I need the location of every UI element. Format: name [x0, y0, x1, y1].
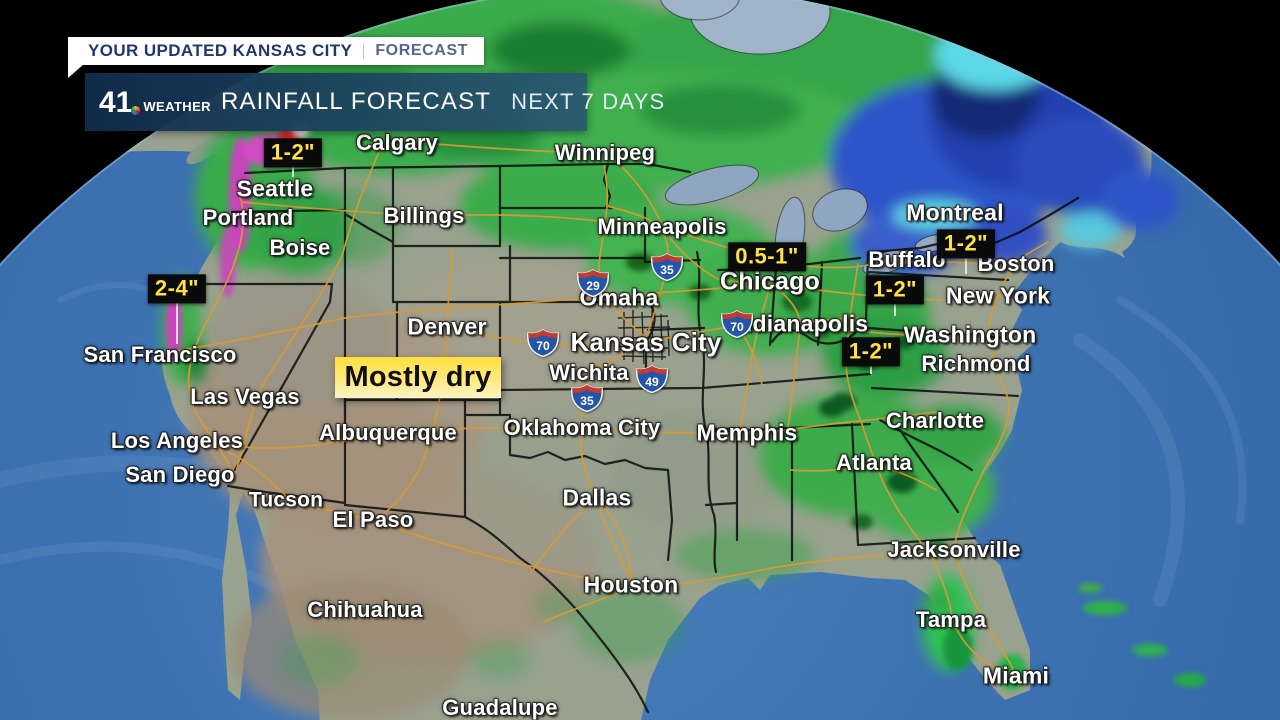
city-label-boise: Boise: [269, 235, 331, 260]
svg-text:29: 29: [586, 279, 600, 293]
interstate-70-shield: 70: [526, 329, 560, 358]
city-label-los-angeles: Los Angeles: [110, 428, 244, 453]
city-label-el-paso: El Paso: [332, 507, 414, 532]
city-label-seattle: Seattle: [236, 175, 314, 202]
rain-amount-label: 0.5-1": [728, 242, 806, 272]
city-label-boston: Boston: [977, 251, 1055, 276]
city-label-jacksonville: Jacksonville: [887, 537, 1021, 562]
city-label-indianapolis: Indianapolis: [731, 310, 869, 337]
interstate-49-shield: 49: [635, 365, 669, 394]
city-label-dallas: Dallas: [562, 484, 632, 511]
city-label-san-francisco: San Francisco: [83, 342, 237, 367]
city-label-tucson: Tucson: [248, 488, 324, 512]
station-number: 41: [99, 85, 133, 119]
city-label-billings: Billings: [383, 203, 465, 228]
city-label-minneapolis: Minneapolis: [597, 214, 727, 239]
interstate-35-shield: 35: [570, 384, 604, 413]
city-label-richmond: Richmond: [921, 351, 1031, 376]
city-label-memphis: Memphis: [696, 419, 798, 446]
city-label-new-york: New York: [945, 282, 1051, 309]
city-label-wichita: Wichita: [549, 360, 629, 385]
city-label-kansas-city: Kansas City: [570, 327, 722, 357]
city-label-charlotte: Charlotte: [885, 408, 985, 433]
rain-label-pointer: [965, 244, 967, 274]
svg-text:35: 35: [660, 263, 674, 277]
city-label-atlanta: Atlanta: [836, 450, 912, 475]
city-label-las-vegas: Las Vegas: [190, 384, 300, 409]
station-name: WEATHER: [143, 98, 211, 114]
city-label-chicago: Chicago: [719, 267, 821, 296]
kicker-banner-tail: [68, 64, 84, 78]
interstate-70-shield: 70: [720, 310, 754, 339]
rain-label-pointer: [176, 289, 178, 344]
city-label-miami: Miami: [982, 662, 1050, 689]
city-label-buffalo: Buffalo: [868, 247, 946, 272]
city-label-guadalupe: Guadalupe: [442, 695, 558, 720]
city-label-tampa: Tampa: [915, 607, 987, 632]
kicker-divider: [363, 43, 365, 59]
city-label-albuquerque: Albuquerque: [319, 420, 457, 445]
city-label-portland: Portland: [202, 205, 294, 230]
rain-amount-label: 1-2": [936, 229, 996, 259]
mostly-dry-callout: Mostly dry: [335, 357, 501, 398]
city-label-oklahoma-city: Oklahoma City: [503, 415, 661, 440]
station-logo: 41 WEATHER: [99, 85, 211, 119]
city-label-chihuahua: Chihuahua: [307, 597, 423, 622]
kicker-title: YOUR UPDATED KANSAS CITY: [88, 41, 353, 60]
banner-subtitle: NEXT 7 DAYS: [511, 89, 666, 114]
svg-text:70: 70: [730, 320, 744, 334]
city-label-washington: Washington: [903, 321, 1037, 348]
title-banner: 41 WEATHER RAINFALL FORECAST NEXT 7 DAYS: [85, 73, 664, 131]
rain-amount-label: 1-2": [865, 275, 925, 305]
nbc-peacock-icon: [131, 105, 141, 115]
city-label-calgary: Calgary: [355, 130, 439, 155]
interstate-35-shield: 35: [650, 253, 684, 282]
city-label-san-diego: San Diego: [125, 462, 235, 487]
rain-amount-label: 1-2": [263, 138, 323, 168]
svg-text:49: 49: [645, 375, 659, 389]
kicker-tab: FORECAST: [375, 42, 469, 59]
banner-title: RAINFALL FORECAST: [220, 88, 492, 115]
city-label-winnipeg: Winnipeg: [554, 140, 656, 165]
rain-amount-label: 1-2": [841, 337, 901, 367]
svg-text:35: 35: [580, 394, 594, 408]
svg-text:70: 70: [536, 339, 550, 353]
city-label-montreal: Montreal: [906, 199, 1004, 226]
interstate-29-shield: 29: [576, 269, 610, 298]
rain-amount-label: 2-4": [147, 274, 207, 304]
city-label-houston: Houston: [583, 571, 679, 598]
kicker-banner: YOUR UPDATED KANSAS CITY FORECAST: [68, 37, 485, 65]
city-label-denver: Denver: [407, 313, 487, 340]
